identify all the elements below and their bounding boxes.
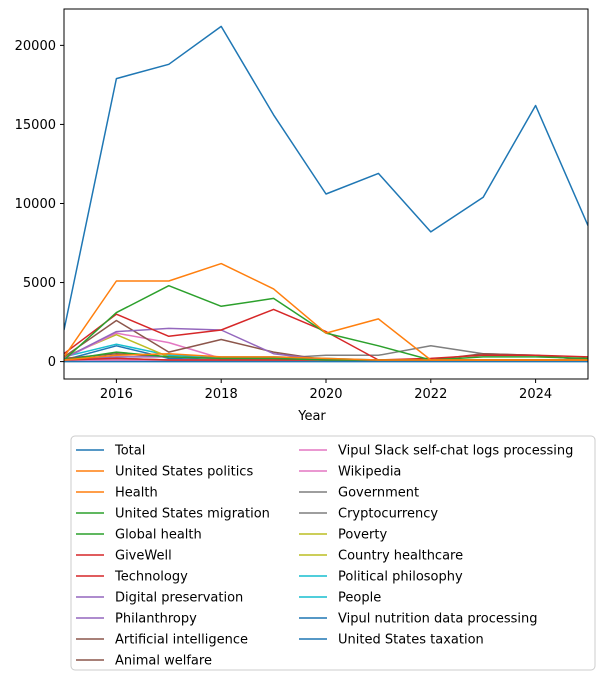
x-tick-label: 2020 [309,387,342,402]
legend-label: Wikipedia [338,465,401,480]
x-tick-label: 2016 [100,387,133,402]
legend-label: Digital preservation [115,591,243,606]
legend-label: Total [114,444,145,459]
x-tick-label: 2024 [519,387,552,402]
x-axis-label: Year [297,409,326,424]
x-tick-label: 2022 [414,387,447,402]
legend-label: Government [338,486,419,501]
legend-label: Technology [114,570,188,585]
y-tick-label: 15000 [15,118,56,133]
x-axis-ticks: 2016 2018 2020 2022 2024 [100,379,552,402]
legend-label: Philanthropy [115,612,197,627]
legend-label: Artificial intelligence [115,633,248,648]
legend-label: Health [115,486,158,501]
legend-label: Country healthcare [338,549,463,564]
series-line-total [64,25,588,331]
legend-label: Poverty [338,528,387,543]
series-line-united-states-politics [64,262,588,361]
y-tick-label: 10000 [15,197,56,212]
legend-label: Global health [115,528,202,543]
y-tick-label: 0 [48,355,56,370]
series-line-givewell [64,308,588,361]
legend-label: GiveWell [115,549,172,564]
legend-label: Vipul Slack self-chat logs processing [338,444,573,459]
plot-lines [64,25,588,363]
legend-label: United States migration [115,507,270,522]
legend-box [70,435,596,671]
legend-label: Cryptocurrency [338,507,438,522]
legend-label: United States taxation [338,633,484,648]
y-axis-ticks: 0 5000 10000 15000 20000 [15,39,64,370]
legend: Total United States politics Health United … [70,435,596,671]
legend-label: Political philosophy [338,570,463,585]
legend-label: Animal welfare [115,654,212,669]
x-tick-label: 2018 [205,387,238,402]
y-tick-label: 20000 [15,39,56,54]
legend-label: People [338,591,381,606]
y-tick-label: 5000 [23,276,56,291]
legend-label: United States politics [115,465,253,480]
legend-label: Vipul nutrition data processing [338,612,538,627]
